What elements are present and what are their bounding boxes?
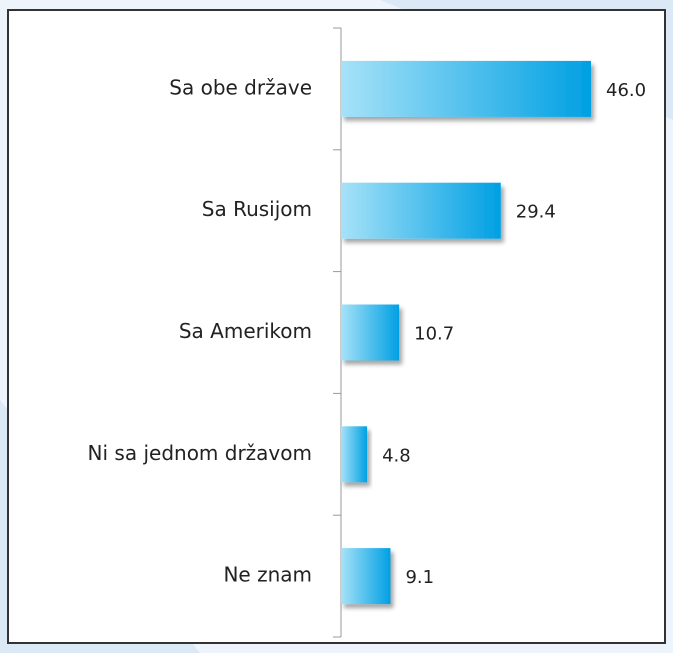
category-label: Sa obe države	[169, 75, 312, 99]
category-label: Ni sa jednom državom	[88, 441, 312, 465]
category-label: Ne znam	[223, 563, 312, 587]
bar	[341, 548, 391, 605]
bar	[341, 60, 591, 117]
bar	[341, 304, 400, 361]
value-label: 46.0	[606, 80, 646, 101]
bar	[341, 182, 501, 239]
value-label: 10.7	[414, 324, 454, 345]
bar	[341, 426, 368, 483]
value-label: 29.4	[516, 202, 556, 223]
value-label: 4.8	[382, 445, 411, 466]
category-label: Sa Rusijom	[202, 197, 312, 221]
value-label: 9.1	[405, 567, 434, 588]
category-label: Sa Amerikom	[179, 319, 312, 343]
